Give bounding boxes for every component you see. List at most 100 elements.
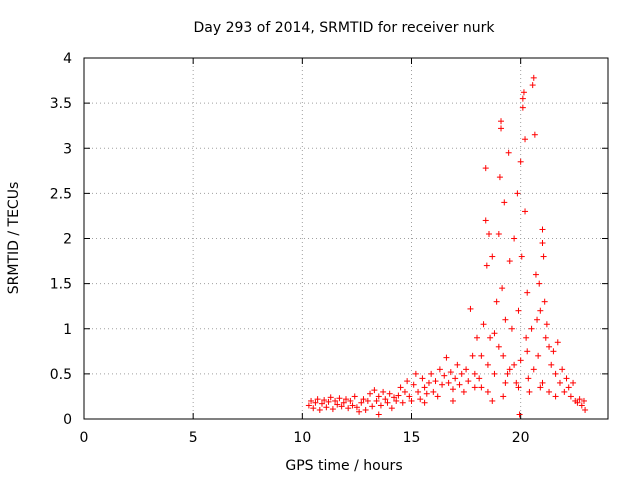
data-point bbox=[478, 384, 485, 391]
data-point bbox=[419, 375, 426, 382]
data-point bbox=[539, 226, 546, 233]
data-point bbox=[522, 208, 529, 215]
data-point bbox=[305, 402, 312, 409]
data-point bbox=[542, 334, 549, 341]
data-point bbox=[377, 402, 384, 409]
data-point bbox=[524, 348, 531, 355]
point-layer bbox=[305, 74, 589, 418]
data-point bbox=[529, 82, 536, 89]
data-point bbox=[582, 406, 589, 413]
data-point bbox=[356, 408, 363, 415]
data-point bbox=[410, 381, 417, 388]
data-point bbox=[537, 384, 544, 391]
data-point bbox=[436, 366, 443, 373]
y-tick-label: 2 bbox=[63, 232, 72, 248]
data-point bbox=[496, 174, 503, 181]
data-point bbox=[474, 334, 480, 341]
data-point bbox=[534, 316, 541, 323]
data-point bbox=[543, 321, 550, 328]
data-point bbox=[393, 397, 400, 404]
data-point bbox=[563, 375, 570, 382]
data-point bbox=[506, 258, 513, 265]
data-point bbox=[539, 379, 546, 386]
data-point bbox=[406, 393, 413, 400]
data-point bbox=[336, 395, 343, 402]
x-tick-label: 20 bbox=[512, 430, 530, 446]
data-point bbox=[373, 397, 380, 404]
y-tick-label: 3.5 bbox=[50, 96, 72, 112]
data-point bbox=[327, 394, 334, 401]
data-point bbox=[491, 370, 498, 377]
data-point bbox=[401, 388, 408, 395]
data-point bbox=[460, 388, 467, 395]
data-point bbox=[388, 405, 395, 412]
data-point bbox=[425, 379, 432, 386]
data-point bbox=[540, 253, 547, 260]
data-point bbox=[525, 375, 532, 382]
y-tick-label: 2.5 bbox=[50, 186, 72, 202]
data-point bbox=[310, 405, 317, 412]
data-point bbox=[421, 399, 428, 406]
data-point bbox=[561, 388, 568, 395]
data-point bbox=[467, 305, 474, 312]
data-point bbox=[343, 396, 349, 403]
data-point bbox=[452, 375, 459, 382]
data-point bbox=[314, 396, 321, 403]
data-point bbox=[506, 366, 513, 373]
data-point bbox=[520, 89, 527, 96]
data-point bbox=[552, 393, 559, 400]
data-point bbox=[519, 95, 526, 102]
data-point bbox=[432, 378, 439, 385]
data-point bbox=[441, 372, 448, 379]
data-point bbox=[486, 230, 493, 237]
data-point bbox=[489, 253, 496, 260]
data-point bbox=[504, 370, 511, 377]
data-point bbox=[408, 397, 415, 404]
data-point bbox=[502, 316, 509, 323]
data-point bbox=[308, 397, 315, 404]
data-point bbox=[580, 397, 587, 404]
data-point bbox=[578, 402, 585, 409]
data-point bbox=[511, 235, 518, 242]
data-point bbox=[482, 217, 489, 224]
data-point bbox=[449, 386, 456, 393]
x-tick-label: 5 bbox=[189, 430, 198, 446]
data-point bbox=[428, 370, 435, 377]
data-point bbox=[478, 352, 485, 359]
data-point bbox=[349, 402, 356, 409]
data-point bbox=[501, 199, 508, 206]
data-point bbox=[491, 330, 498, 337]
data-point bbox=[456, 381, 463, 388]
data-point bbox=[526, 388, 533, 395]
data-point bbox=[334, 401, 341, 408]
data-point bbox=[505, 149, 512, 156]
data-point bbox=[321, 397, 328, 404]
data-point bbox=[399, 399, 406, 406]
data-point bbox=[500, 352, 507, 359]
data-point bbox=[487, 334, 494, 341]
data-point bbox=[541, 298, 548, 305]
data-point bbox=[364, 397, 371, 404]
data-point bbox=[498, 125, 505, 132]
data-point bbox=[537, 307, 544, 314]
data-point bbox=[514, 190, 521, 197]
data-point bbox=[340, 399, 347, 406]
data-point bbox=[384, 399, 391, 406]
data-point bbox=[476, 375, 483, 382]
data-point bbox=[523, 334, 530, 341]
data-point bbox=[546, 388, 553, 395]
data-point bbox=[576, 396, 583, 403]
data-point bbox=[458, 370, 465, 377]
data-point bbox=[524, 289, 531, 296]
data-point bbox=[415, 388, 422, 395]
data-point bbox=[539, 240, 546, 247]
data-point bbox=[421, 384, 428, 391]
data-point bbox=[567, 393, 574, 400]
data-point bbox=[338, 403, 345, 410]
x-axis-label: GPS time / hours bbox=[285, 458, 402, 474]
data-point bbox=[371, 387, 378, 394]
data-point bbox=[469, 352, 476, 359]
data-point bbox=[454, 361, 461, 368]
data-point bbox=[443, 354, 450, 361]
data-point bbox=[447, 369, 454, 376]
